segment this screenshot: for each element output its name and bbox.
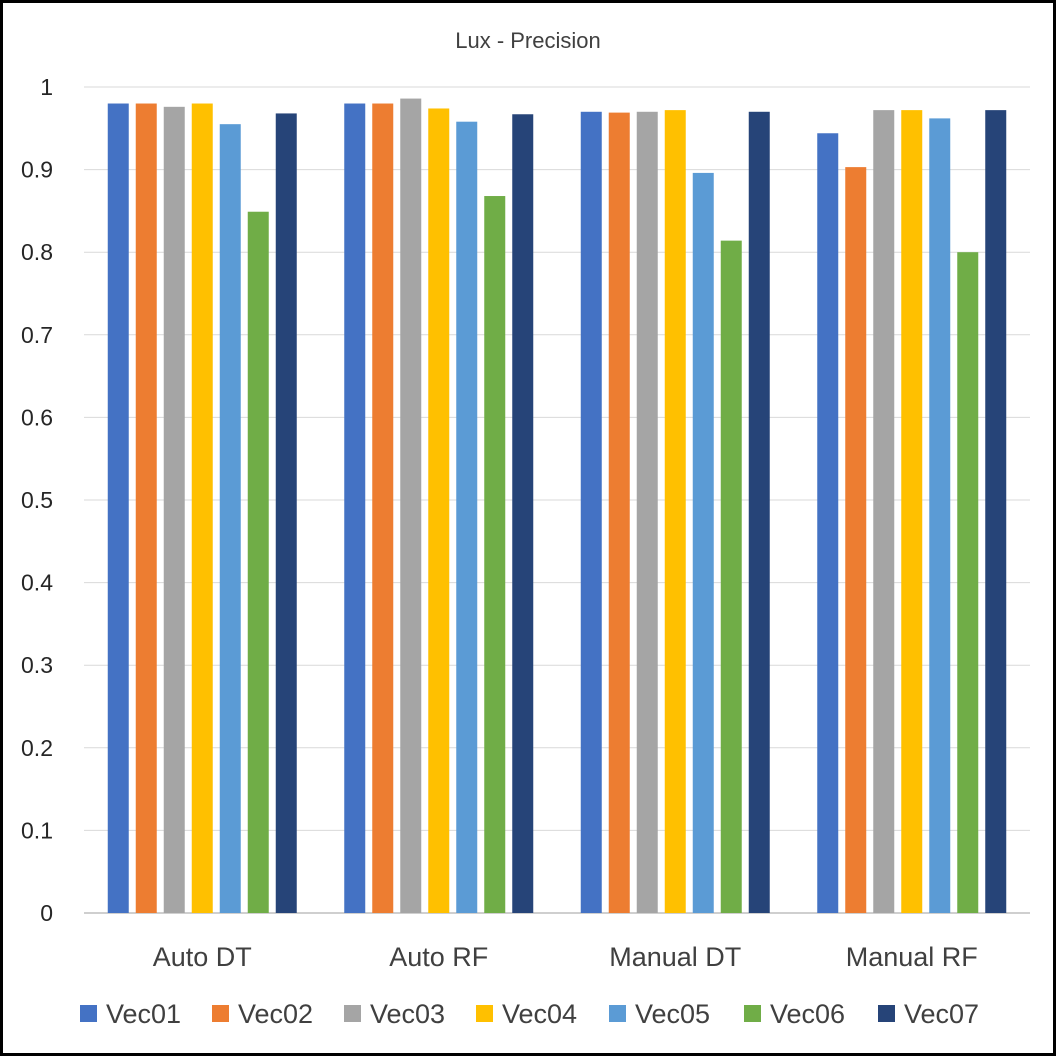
legend-label-vec03[interactable]: Vec03: [370, 999, 445, 1029]
y-tick-label: 0: [40, 900, 53, 926]
legend-swatch-vec03: [344, 1005, 361, 1022]
bar-vec02-manual-dt: [608, 112, 630, 913]
bar-vec01-auto-rf: [344, 103, 366, 913]
y-tick-label: 0.6: [21, 404, 53, 430]
bar-vec05-manual-rf: [929, 118, 951, 913]
bar-vec07-auto-rf: [512, 114, 534, 914]
legend-swatch-vec06: [744, 1005, 761, 1022]
bar-vec06-manual-dt: [720, 240, 742, 914]
bar-vec01-auto-dt: [107, 103, 129, 913]
legend-label-vec05[interactable]: Vec05: [635, 999, 710, 1029]
bar-vec05-auto-rf: [456, 121, 478, 913]
legend-swatch-vec04: [476, 1005, 493, 1022]
bar-vec03-manual-dt: [636, 111, 658, 913]
y-tick-label: 0.2: [21, 735, 53, 761]
bar-vec07-manual-rf: [985, 110, 1007, 914]
y-tick-label: 0.8: [21, 239, 53, 265]
y-tick-label: 0.5: [21, 487, 53, 513]
bar-vec06-auto-dt: [247, 211, 269, 913]
bar-vec03-auto-dt: [163, 106, 185, 914]
x-category-label: Auto DT: [153, 942, 252, 972]
legend-label-vec07[interactable]: Vec07: [904, 999, 979, 1029]
gridlines: [84, 86, 1030, 914]
bar-vec04-auto-dt: [191, 103, 213, 913]
x-category-label: Manual RF: [846, 942, 978, 972]
y-tick-label: 0.4: [21, 570, 53, 596]
y-tick-label: 0.7: [21, 322, 53, 348]
bar-vec07-auto-dt: [275, 113, 297, 913]
bar-vec05-manual-dt: [692, 172, 714, 914]
chart-title: Lux - Precision: [455, 28, 601, 53]
bar-vec04-manual-dt: [664, 110, 686, 914]
bar-vec06-manual-rf: [957, 252, 979, 913]
legend-swatch-vec02: [212, 1005, 229, 1022]
legend-swatch-vec05: [609, 1005, 626, 1022]
y-tick-label: 0.3: [21, 652, 53, 678]
bar-vec02-manual-rf: [845, 167, 867, 913]
legend-label-vec04[interactable]: Vec04: [502, 999, 577, 1029]
y-tick-label: 0.1: [21, 817, 53, 843]
bar-vec05-auto-dt: [219, 124, 241, 914]
bar-vec02-auto-rf: [372, 103, 394, 913]
bar-vec04-manual-rf: [901, 110, 923, 914]
bar-vec01-manual-rf: [817, 133, 839, 914]
bar-vec06-auto-rf: [484, 196, 506, 914]
x-category-label: Auto RF: [389, 942, 488, 972]
x-axis: Auto DT Auto RF Manual DT Manual RF: [153, 942, 978, 972]
legend-label-vec06[interactable]: Vec06: [770, 999, 845, 1029]
legend[interactable]: Vec01 Vec02 Vec03 Vec04 Vec05 Vec06 Vec07: [80, 999, 979, 1029]
legend-swatch-vec01: [80, 1005, 97, 1022]
bar-vec02-auto-dt: [135, 103, 157, 913]
bars: [107, 98, 1007, 914]
legend-swatch-vec07: [878, 1005, 895, 1022]
x-category-label: Manual DT: [609, 942, 741, 972]
bar-vec03-manual-rf: [873, 110, 895, 914]
bar-vec01-manual-dt: [580, 111, 602, 913]
legend-label-vec02[interactable]: Vec02: [238, 999, 313, 1029]
legend-label-vec01[interactable]: Vec01: [106, 999, 181, 1029]
y-tick-label: 0.9: [21, 157, 53, 183]
bar-vec04-auto-rf: [428, 108, 450, 913]
bar-vec03-auto-rf: [400, 98, 422, 913]
y-axis-ticks: 0 0.1 0.2 0.3 0.4 0.5 0.6 0.7 0.8 0.9 1: [21, 74, 53, 926]
bar-vec07-manual-dt: [748, 111, 770, 913]
y-tick-label: 1: [40, 74, 53, 100]
